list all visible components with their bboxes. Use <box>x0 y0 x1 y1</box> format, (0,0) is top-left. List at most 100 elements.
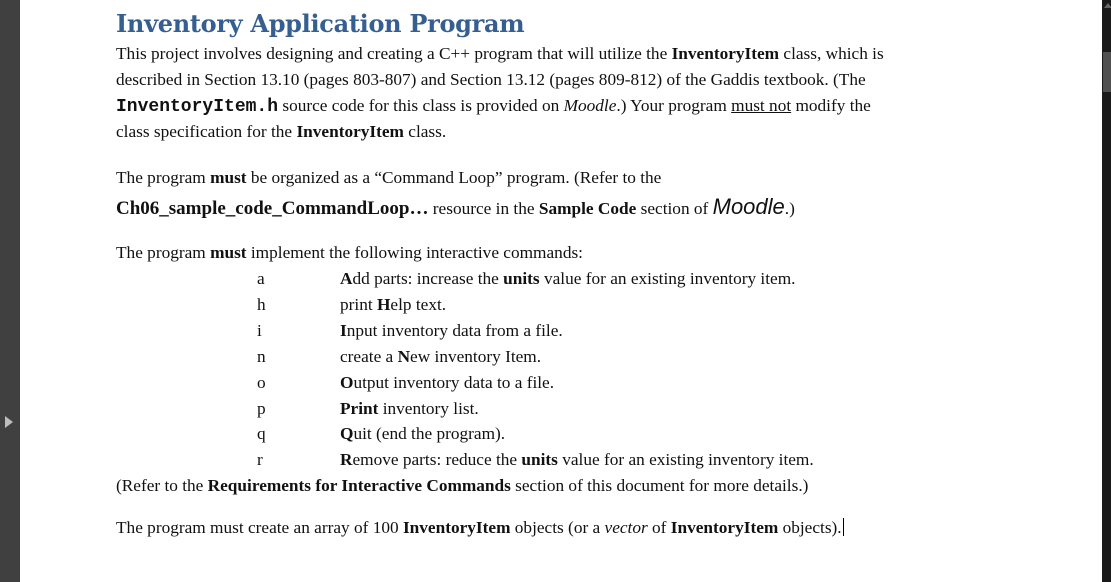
text-line: The program must implement the following… <box>116 240 583 266</box>
command-key: n <box>257 346 266 366</box>
text-run: must <box>210 168 247 187</box>
text-run: (Refer to the <box>116 476 208 495</box>
text-line: InventoryItem.h source code for this cla… <box>116 93 884 119</box>
command-row: r Remove parts: reduce the units value f… <box>116 447 1016 473</box>
text-run: ew inventory Item. <box>410 346 542 366</box>
command-description: Print inventory list. <box>340 396 479 422</box>
text-run: utput inventory data to a file. <box>353 372 555 392</box>
paragraph-command-loop: The program must be organized as a “Comm… <box>116 165 795 222</box>
command-row: h print Help text. <box>116 292 1016 318</box>
command-key: h <box>257 294 266 314</box>
command-row: q Quit (end the program). <box>116 421 1016 447</box>
text-run: section of <box>636 199 713 218</box>
text-run: class, which is <box>779 44 884 63</box>
text-line: The program must be organized as a “Comm… <box>116 165 795 191</box>
scroll-up-arrow-icon[interactable] <box>1104 3 1111 8</box>
text-run: units <box>503 269 540 288</box>
text-run: implement the following interactive comm… <box>246 243 583 262</box>
text-run: modify the <box>791 96 871 115</box>
text-run: Moodle <box>563 96 617 115</box>
text-line: This project involves designing and crea… <box>116 41 884 67</box>
text-run: Sample Code <box>538 199 637 218</box>
text-run: Print <box>340 398 379 418</box>
text-run: units <box>521 450 558 470</box>
text-run: section of this document for more detail… <box>510 476 809 495</box>
command-description: Add parts: increase the units value for … <box>340 266 795 292</box>
text-run: This project involves designing and crea… <box>116 44 672 63</box>
text-run: value for an existing inventory item. <box>557 450 814 470</box>
command-description: Output inventory data to a file. <box>340 370 554 396</box>
text-run: The program <box>116 243 211 262</box>
text-run: A <box>340 269 353 288</box>
text-run: .) <box>784 199 795 218</box>
text-run: vector <box>604 518 648 537</box>
command-description: Remove parts: reduce the units value for… <box>340 447 814 473</box>
text-run: print <box>340 294 377 314</box>
text-run: InventoryItem <box>670 518 779 537</box>
command-row: a Add parts: increase the units value for… <box>116 266 1016 292</box>
text-run: elp text. <box>390 294 447 314</box>
text-run: objects (or a <box>510 518 605 537</box>
command-key: o <box>257 372 266 392</box>
text-cursor <box>842 518 844 536</box>
command-row: o Output inventory data to a file. <box>116 370 1016 396</box>
text-run: Requirements for Interactive Commands <box>207 476 511 495</box>
text-run: Q <box>340 424 354 444</box>
text-run: must <box>210 243 247 262</box>
text-line: (Refer to the Requirements for Interacti… <box>116 473 808 499</box>
text-run: The program <box>116 168 211 187</box>
paragraph-array: The program must create an array of 100 … <box>116 515 844 541</box>
text-run: I <box>340 320 347 340</box>
text-run: be organized as a “Command Loop” program… <box>246 168 662 187</box>
command-description: print Help text. <box>340 292 446 318</box>
paragraph-requirements-ref: (Refer to the Requirements for Interacti… <box>116 473 808 499</box>
command-key: i <box>257 320 262 340</box>
text-run: class specification for the <box>116 122 297 141</box>
text-run: objects). <box>778 518 842 537</box>
text-run: resource in the <box>428 199 539 218</box>
text-run: source code for this class is provided o… <box>278 96 564 115</box>
text-run: InventoryItem <box>402 518 511 537</box>
command-key: r <box>257 450 263 470</box>
text-run: class. <box>403 122 447 141</box>
scrollbar-thumb[interactable] <box>1103 52 1111 92</box>
vertical-scrollbar[interactable] <box>1102 0 1111 582</box>
text-run: emove parts: reduce the <box>352 450 522 470</box>
text-run: Moodle <box>712 194 785 219</box>
command-row: p Print inventory list. <box>116 396 1016 422</box>
expand-panel-icon[interactable] <box>5 416 13 428</box>
text-run: inventory list. <box>378 398 479 418</box>
text-run: uit (end the program). <box>353 424 506 444</box>
command-description: create a New inventory Item. <box>340 344 541 370</box>
text-run: Ch06_sample_code_CommandLoop… <box>116 198 429 219</box>
text-run: nput inventory data from a file. <box>346 320 563 340</box>
paragraph-commands-intro: The program must implement the following… <box>116 240 583 266</box>
text-run: described in Section 13.10 (pages 803-80… <box>116 70 866 89</box>
text-run: create a <box>340 346 398 366</box>
command-row: n create a New inventory Item. <box>116 344 1016 370</box>
paragraph-intro: This project involves designing and crea… <box>116 41 884 145</box>
command-key: a <box>257 269 265 288</box>
text-run: .) Your program <box>616 96 732 115</box>
document-heading: Inventory Application Program <box>116 9 525 38</box>
command-description: Input inventory data from a file. <box>340 318 563 344</box>
text-run: R <box>340 450 353 470</box>
text-run: InventoryItem <box>671 44 780 63</box>
text-line: class specification for the InventoryIte… <box>116 119 884 145</box>
text-run: N <box>397 346 411 366</box>
text-run: value for an existing inventory item. <box>539 269 796 288</box>
command-row: i Input inventory data from a file. <box>116 318 1016 344</box>
text-run: InventoryItem <box>296 122 404 141</box>
text-run: The program must create an array of 100 <box>116 518 403 537</box>
left-panel <box>0 0 20 582</box>
text-line: described in Section 13.10 (pages 803-80… <box>116 67 884 93</box>
command-key: q <box>257 424 266 444</box>
text-run: must not <box>731 96 792 115</box>
text-run: InventoryItem.h <box>116 97 279 117</box>
text-line: Ch06_sample_code_CommandLoop… resource i… <box>116 191 795 222</box>
text-run: dd parts: increase the <box>352 269 504 288</box>
command-description: Quit (end the program). <box>340 421 505 447</box>
text-run: of <box>647 518 671 537</box>
text-line: The program must create an array of 100 … <box>116 515 844 541</box>
text-run: H <box>376 294 391 314</box>
